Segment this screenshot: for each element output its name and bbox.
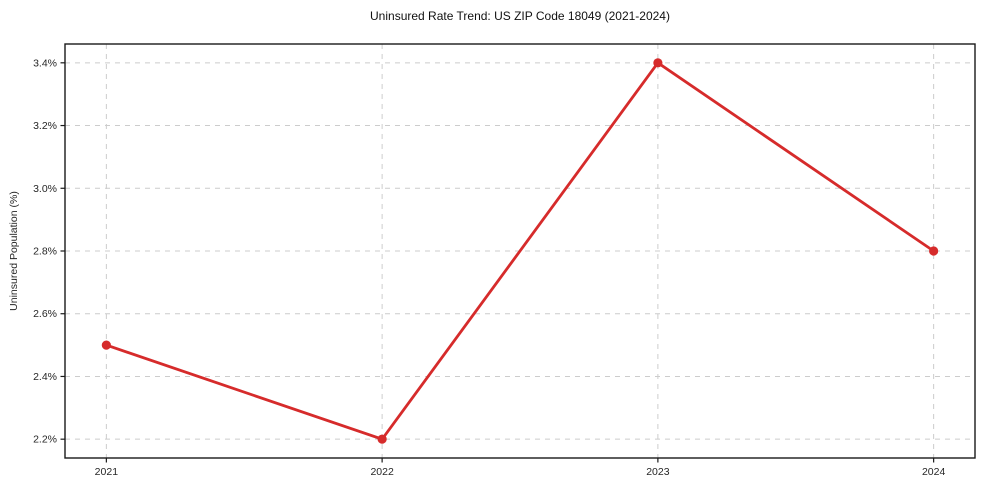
x-axis: 2021 2022 2023 2024 — [95, 458, 946, 478]
y-axis: 2.2% 2.4% 2.6% 2.8% 3.0% 3.2% 3.4% — [33, 57, 65, 446]
x-tick-label: 2021 — [95, 466, 119, 478]
y-tick-label: 2.6% — [33, 308, 57, 320]
x-tick-label: 2023 — [646, 466, 670, 478]
y-tick-label: 3.0% — [33, 183, 57, 195]
y-tick-label: 2.4% — [33, 371, 57, 383]
y-tick-label: 3.2% — [33, 120, 57, 132]
y-tick-label: 3.4% — [33, 57, 57, 69]
data-point-2021 — [101, 340, 111, 350]
line-series — [101, 58, 939, 444]
data-point-2022 — [377, 434, 387, 444]
data-point-2023 — [653, 58, 663, 68]
chart-title: Uninsured Rate Trend: US ZIP Code 18049 … — [370, 9, 670, 23]
y-tick-label: 2.2% — [33, 434, 57, 446]
x-tick-label: 2022 — [370, 466, 394, 478]
data-point-2024 — [929, 246, 939, 256]
x-tick-label: 2024 — [922, 466, 946, 478]
series-line — [104, 61, 936, 441]
y-tick-label: 2.8% — [33, 246, 57, 258]
